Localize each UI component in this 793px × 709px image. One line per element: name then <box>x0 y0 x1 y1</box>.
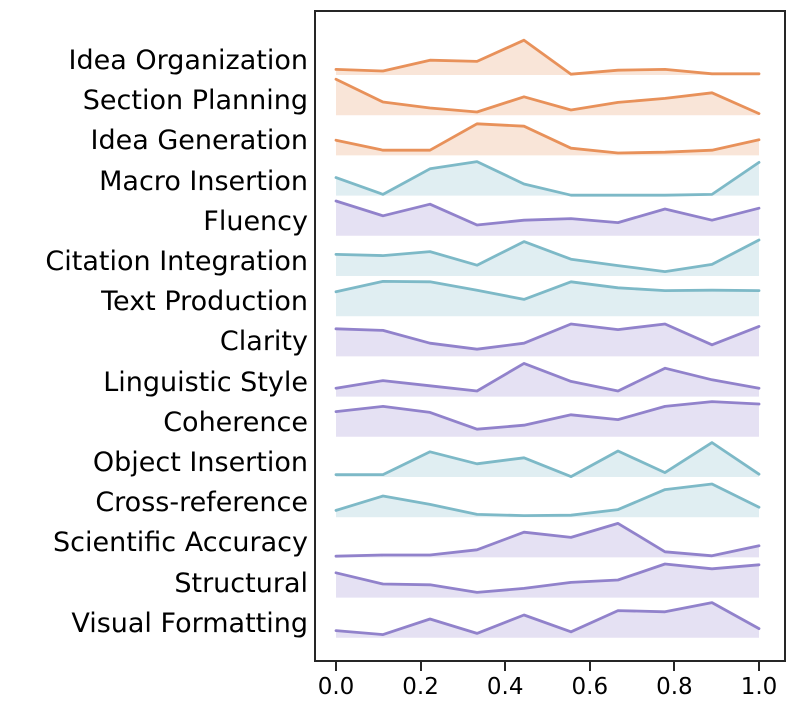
category-label: Coherence <box>163 406 308 438</box>
category-label: Object Insertion <box>92 447 308 478</box>
ridge-fill-purple <box>336 324 759 357</box>
ridge-line <box>334 441 761 479</box>
category-label: Scientific Accuracy <box>53 527 308 559</box>
ridge-fill-purple <box>336 602 759 638</box>
ridge-line <box>334 322 761 351</box>
ridge-line <box>334 400 761 431</box>
category-label: Citation Integration <box>45 246 308 277</box>
ridge-fill-teal <box>336 442 759 477</box>
ridge-line <box>334 199 761 227</box>
ridge-fill-teal <box>336 484 759 518</box>
ridge-fill-teal <box>336 240 759 276</box>
ridge-fill-orange <box>336 79 759 116</box>
ridge-line <box>334 279 761 301</box>
x-axis-tick <box>419 662 422 671</box>
plot-area <box>314 10 786 662</box>
ridge-line <box>334 601 761 636</box>
category-label: Cross-reference <box>95 487 308 519</box>
x-axis-tick <box>758 662 760 671</box>
x-axis-tick <box>335 662 337 671</box>
category-label: Structural <box>174 567 308 599</box>
category-label: Linguistic Style <box>103 366 308 398</box>
x-axis-tick <box>588 662 591 671</box>
category-label: Fluency <box>203 205 308 237</box>
ridgeline-svg <box>334 38 761 638</box>
ridge-line <box>334 38 761 76</box>
x-axis-tick-label: 0.8 <box>656 674 693 700</box>
category-label: Idea Organization <box>68 45 308 76</box>
ridge-line <box>334 361 761 393</box>
ridge-fill-purple <box>336 564 759 598</box>
ridge-line <box>334 238 761 274</box>
ridge-fill-purple <box>336 523 759 558</box>
x-axis-tick-label: 0.2 <box>402 674 439 700</box>
category-label: Clarity <box>219 326 308 358</box>
category-label: Section Planning <box>82 85 308 117</box>
x-axis-tick-label: 0.4 <box>486 674 524 700</box>
category-label: Text Production <box>101 286 308 318</box>
x-axis-tick-label: 1.0 <box>740 674 778 700</box>
ridge-fill-purple <box>336 363 759 397</box>
x-axis-tick-label: 0.0 <box>317 674 355 700</box>
ridge-line <box>334 521 761 558</box>
category-label: Idea Generation <box>90 125 308 157</box>
ridge-line <box>334 482 761 518</box>
category-label: Visual Formatting <box>71 607 308 639</box>
ridge-line <box>334 77 761 115</box>
ridge-line <box>334 562 761 594</box>
x-axis-tick <box>673 662 676 671</box>
ridge-fill-orange <box>336 123 759 156</box>
ridge-fill-teal <box>336 281 759 317</box>
ridge-line <box>334 160 761 197</box>
category-label: Macro Insertion <box>99 165 308 197</box>
ridge-line <box>334 122 761 155</box>
ridge-fill-teal <box>336 161 759 196</box>
x-axis-tick <box>504 662 507 671</box>
x-axis-tick-label: 0.6 <box>571 674 609 700</box>
